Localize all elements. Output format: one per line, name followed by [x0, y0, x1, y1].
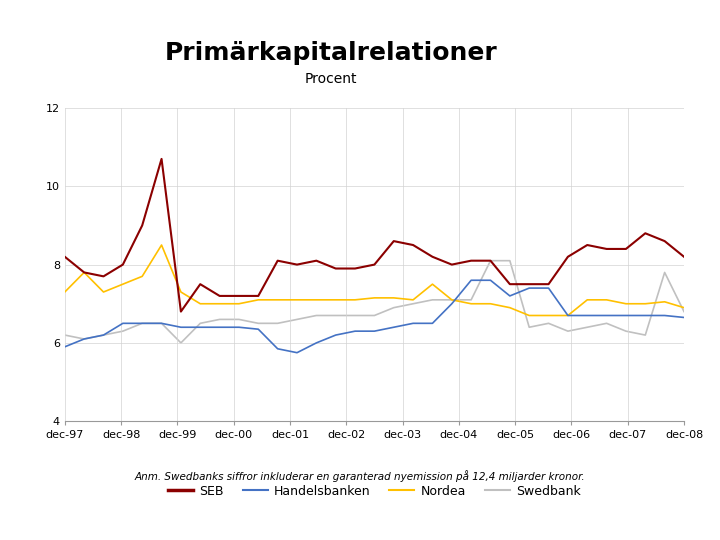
Text: Procent: Procent: [305, 72, 357, 86]
Text: SVERIGES: SVERIGES: [636, 42, 675, 49]
Text: Diagram 3:12: Diagram 3:12: [7, 520, 84, 530]
Text: Anm. Swedbanks siffror inkluderar en garanterad nyemission på 12,4 miljarder kro: Anm. Swedbanks siffror inkluderar en gar…: [135, 470, 585, 482]
Legend: SEB, Handelsbanken, Nordea, Swedbank: SEB, Handelsbanken, Nordea, Swedbank: [163, 480, 585, 503]
Text: Primärkapitalrelationer: Primärkapitalrelationer: [165, 41, 498, 65]
Text: Källor: Bankernas resultatrapporter och Riksbanken: Källor: Bankernas resultatrapporter och …: [426, 520, 713, 530]
